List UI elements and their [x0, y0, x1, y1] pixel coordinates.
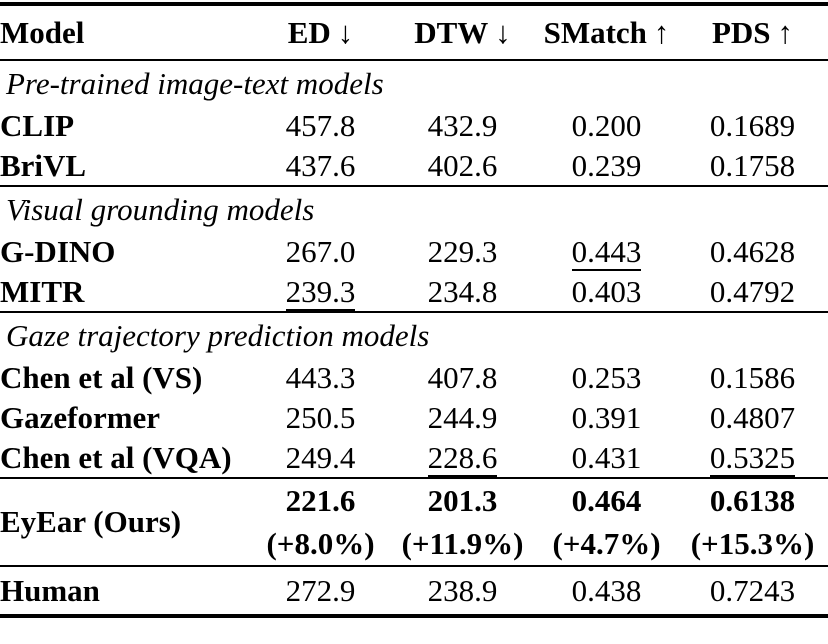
- dtw-cell: 238.9: [427, 572, 498, 608]
- dtw-cell: 234.8: [427, 273, 498, 309]
- model-cell: MITR: [0, 273, 85, 309]
- section-title: Gaze trajectory prediction models: [6, 317, 430, 353]
- model-cell: Chen et al (VS): [0, 360, 203, 395]
- smatch-cell: 0.464: [571, 482, 642, 518]
- ed-cell: 267.0: [285, 234, 356, 269]
- underlined-value: 228.6: [427, 439, 498, 477]
- ed-cell: 457.8: [285, 108, 356, 143]
- section-pretrained-image-text: Pre-trained image-text models CLIP 457.8…: [0, 60, 828, 186]
- dtw-cell: 244.9: [427, 400, 498, 435]
- section-human: Human 272.9 238.9 0.438 0.7243: [0, 566, 828, 616]
- column-header-pds: PDS ↑: [677, 4, 828, 60]
- table-header: Model ED ↓ DTW ↓ SMatch ↑ PDS ↑: [0, 4, 828, 60]
- ed-cell: 250.5: [285, 400, 356, 435]
- pds-cell: 0.1758: [709, 147, 796, 183]
- table-row-eyear-values: EyEar (Ours) 221.6 201.3 0.464 0.6138: [0, 478, 828, 540]
- section-visual-grounding: Visual grounding models G-DINO 267.0 229…: [0, 186, 828, 312]
- ed-cell: 443.3: [285, 360, 356, 395]
- section-title: Pre-trained image-text models: [6, 65, 384, 101]
- smatch-cell: 0.391: [571, 400, 642, 435]
- ed-cell: 239.3: [252, 272, 389, 312]
- pds-cell: 0.1586: [709, 360, 796, 395]
- pds-cell: 0.7243: [709, 572, 796, 608]
- column-header-smatch: SMatch ↑: [536, 4, 677, 60]
- paper-results-table-page: Model ED ↓ DTW ↓ SMatch ↑ PDS ↑ Pre-trained …: [0, 2, 828, 618]
- results-table: Model ED ↓ DTW ↓ SMatch ↑ PDS ↑ Pre-trained …: [0, 2, 828, 618]
- dtw-cell: 407.8: [427, 360, 498, 395]
- pds-cell: 0.6138: [709, 482, 796, 518]
- pds-cell: 0.4628: [709, 234, 796, 269]
- table-row-mitr: MITR 239.3 234.8 0.403 0.4792: [0, 272, 828, 312]
- smatch-cell: 0.403: [571, 273, 642, 309]
- pds-cell: 0.4792: [709, 273, 796, 309]
- dtw-cell: 228.6: [389, 438, 536, 478]
- column-header-dtw: DTW ↓: [389, 4, 536, 60]
- smatch-cell: 0.239: [571, 147, 642, 183]
- column-header-smatch-label: SMatch: [543, 14, 647, 50]
- column-header-ed-label: ED: [287, 14, 331, 50]
- arrow-down-icon: ↓: [337, 14, 354, 50]
- ed-cell: 221.6: [285, 482, 356, 518]
- table-row-chen-vs: Chen et al (VS) 443.3 407.8 0.253 0.1586: [0, 358, 828, 398]
- table-row-eyear-gains: (+8.0%) (+11.9%) (+4.7%) (+15.3%): [0, 522, 828, 566]
- underlined-value: 0.5325: [709, 439, 796, 477]
- model-cell: CLIP: [0, 108, 75, 143]
- model-cell: EyEar (Ours): [0, 504, 182, 539]
- header-row: Model ED ↓ DTW ↓ SMatch ↑ PDS ↑: [0, 4, 828, 60]
- pds-cell: 0.1689: [709, 108, 796, 143]
- dtw-gain-cell: (+11.9%): [401, 525, 524, 561]
- arrow-up-icon: ↑: [777, 14, 794, 50]
- section-title-row: Visual grounding models: [0, 186, 828, 232]
- dtw-cell: 432.9: [427, 108, 498, 143]
- dtw-cell: 402.6: [427, 147, 498, 183]
- table-row-clip: CLIP 457.8 432.9 0.200 0.1689: [0, 106, 828, 146]
- dtw-cell: 229.3: [427, 234, 498, 269]
- table-row-chen-vqa: Chen et al (VQA) 249.4 228.6 0.431 0.532…: [0, 438, 828, 478]
- column-header-dtw-label: DTW: [414, 14, 489, 50]
- model-cell: Chen et al (VQA): [0, 439, 232, 475]
- table-row-brivl: BriVL 437.6 402.6 0.239 0.1758: [0, 146, 828, 186]
- column-header-model: Model: [0, 14, 85, 50]
- model-cell: Gazeformer: [0, 400, 161, 435]
- table-row-gdino: G-DINO 267.0 229.3 0.443 0.4628: [0, 232, 828, 272]
- pds-gain-cell: (+15.3%): [690, 525, 815, 561]
- ed-cell: 437.6: [285, 147, 356, 183]
- arrow-up-icon: ↑: [653, 14, 670, 50]
- table-row-human: Human 272.9 238.9 0.438 0.7243: [0, 566, 828, 616]
- ed-cell: 249.4: [285, 439, 356, 475]
- ed-cell: 272.9: [285, 572, 356, 608]
- smatch-cell: 0.443: [536, 232, 677, 272]
- pds-cell: 0.5325: [677, 438, 828, 478]
- section-title-row: Gaze trajectory prediction models: [0, 312, 828, 358]
- underlined-value: 239.3: [285, 273, 356, 311]
- underlined-value: 0.443: [571, 234, 642, 271]
- dtw-cell: 201.3: [427, 482, 498, 518]
- column-header-pds-label: PDS: [711, 14, 771, 50]
- smatch-cell: 0.438: [571, 572, 642, 608]
- smatch-cell: 0.200: [571, 108, 642, 143]
- section-title: Visual grounding models: [6, 191, 315, 227]
- model-cell: BriVL: [0, 147, 87, 183]
- smatch-cell: 0.253: [571, 360, 642, 395]
- model-cell: G-DINO: [0, 234, 116, 269]
- pds-cell: 0.4807: [709, 400, 796, 435]
- ed-gain-cell: (+8.0%): [266, 525, 375, 561]
- table-row-gazeformer: Gazeformer 250.5 244.9 0.391 0.4807: [0, 398, 828, 438]
- section-title-row: Pre-trained image-text models: [0, 60, 828, 106]
- arrow-down-icon: ↓: [495, 14, 511, 50]
- section-gaze-trajectory: Gaze trajectory prediction models Chen e…: [0, 312, 828, 478]
- smatch-gain-cell: (+4.7%): [552, 525, 661, 561]
- section-ours: EyEar (Ours) 221.6 201.3 0.464 0.6138 (+…: [0, 478, 828, 566]
- column-header-ed: ED ↓: [252, 4, 389, 60]
- model-cell: Human: [0, 572, 100, 608]
- smatch-cell: 0.431: [571, 439, 642, 475]
